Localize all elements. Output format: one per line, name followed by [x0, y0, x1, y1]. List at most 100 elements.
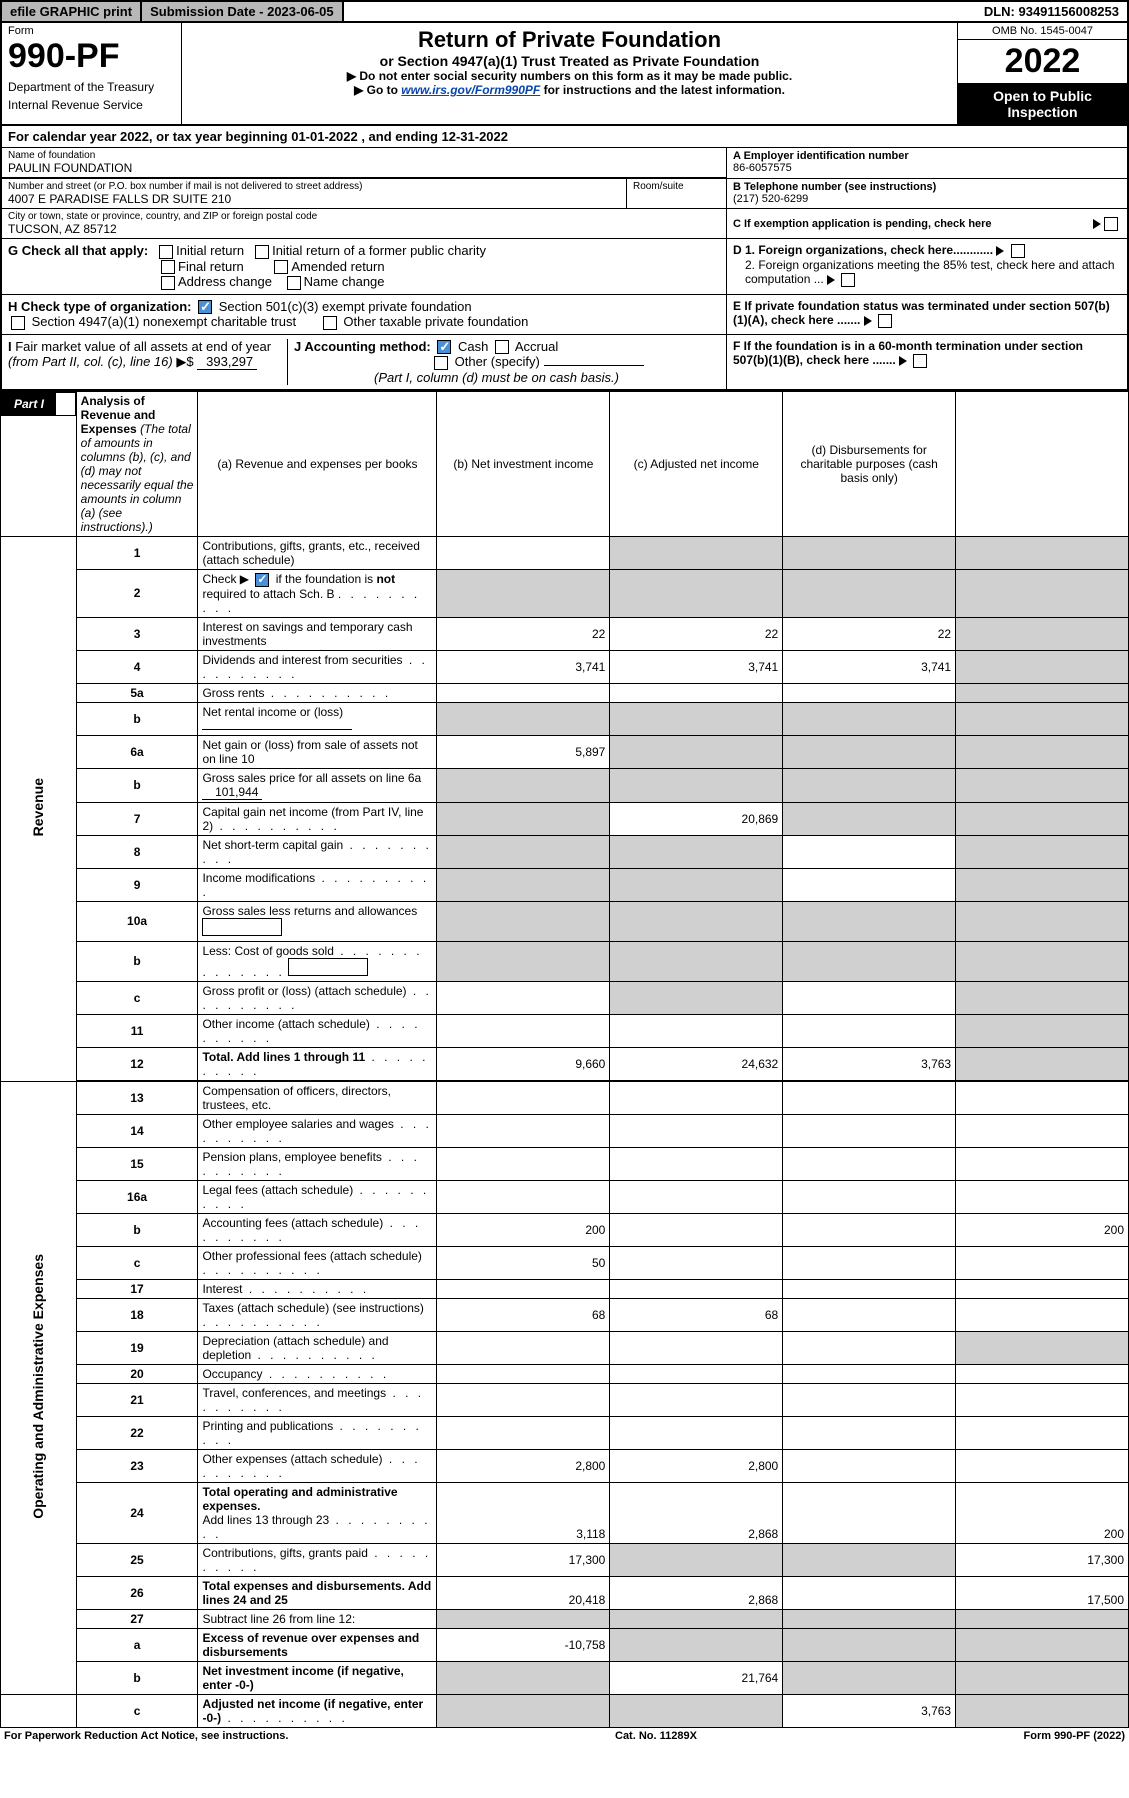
j-note: (Part I, column (d) must be on cash basi… — [374, 370, 619, 385]
row-23: Other expenses (attach schedule) — [198, 1449, 437, 1482]
row-6b: Gross sales price for all assets on line… — [198, 768, 437, 802]
form-header: Form 990-PF Department of the Treasury I… — [0, 23, 1129, 126]
g-label: G Check all that apply: — [8, 243, 148, 258]
part1-badge: Part I — [2, 393, 56, 415]
row-27c: Adjusted net income (if negative, enter … — [198, 1694, 437, 1727]
g-initial-checkbox[interactable] — [159, 245, 173, 259]
row-10c: Gross profit or (loss) (attach schedule) — [198, 981, 437, 1014]
row-27: Subtract line 26 from line 12: — [198, 1609, 437, 1628]
f-checkbox[interactable] — [913, 354, 927, 368]
row-27b: Net investment income (if negative, ente… — [198, 1661, 437, 1694]
d1-checkbox[interactable] — [1011, 244, 1025, 258]
arrow-icon — [996, 246, 1004, 256]
h-other-taxable-checkbox[interactable] — [323, 316, 337, 330]
row-13: Compensation of officers, directors, tru… — [198, 1081, 437, 1114]
col-b-header: (b) Net investment income — [437, 391, 610, 536]
h-501c3-checkbox[interactable] — [198, 300, 212, 314]
form-label: Form — [8, 25, 175, 37]
g-amended-checkbox[interactable] — [274, 260, 288, 274]
e-label: E If private foundation status was termi… — [733, 299, 1110, 327]
row-14: Other employee salaries and wages — [198, 1114, 437, 1147]
g-initial-former-checkbox[interactable] — [255, 245, 269, 259]
efile-label: efile GRAPHIC print — [2, 2, 142, 21]
arrow-icon — [1093, 219, 1101, 229]
arrow-icon — [899, 356, 907, 366]
j-cash-checkbox[interactable] — [437, 340, 451, 354]
row-9: Income modifications — [198, 868, 437, 901]
ein: 86-6057575 — [733, 162, 1121, 174]
i-value: 393,297 — [197, 354, 257, 370]
row-25: Contributions, gifts, grants paid — [198, 1543, 437, 1576]
row-7: Capital gain net income (from Part IV, l… — [198, 802, 437, 835]
footer-right: Form 990-PF (2022) — [1024, 1730, 1126, 1742]
row-6a: Net gain or (loss) from sale of assets n… — [198, 735, 437, 768]
d2-checkbox[interactable] — [841, 273, 855, 287]
tax-year: 2022 — [958, 40, 1127, 84]
row-16c: Other professional fees (attach schedule… — [198, 1246, 437, 1279]
row-21: Travel, conferences, and meetings — [198, 1383, 437, 1416]
row-17: Interest — [198, 1279, 437, 1298]
c-label: C If exemption application is pending, c… — [733, 218, 1093, 230]
row-2: Check ▶ if the foundation is not require… — [198, 569, 437, 617]
ein-label: A Employer identification number — [733, 150, 1121, 162]
irs-link[interactable]: www.irs.gov/Form990PF — [401, 83, 540, 97]
form-subtitle: or Section 4947(a)(1) Trust Treated as P… — [190, 53, 949, 69]
row-15: Pension plans, employee benefits — [198, 1147, 437, 1180]
phone-label: B Telephone number (see instructions) — [733, 181, 1121, 193]
row-26: Total expenses and disbursements. Add li… — [198, 1576, 437, 1609]
dln: DLN: 93491156008253 — [976, 2, 1127, 21]
h-label: H Check type of organization: — [8, 299, 191, 314]
d2-label: 2. Foreign organizations meeting the 85%… — [745, 258, 1115, 286]
foundation-name: PAULIN FOUNDATION — [8, 161, 720, 175]
submission-date: Submission Date - 2023-06-05 — [142, 2, 344, 21]
footer-left: For Paperwork Reduction Act Notice, see … — [4, 1730, 288, 1742]
foundation-name-label: Name of foundation — [8, 150, 720, 161]
g-name-change-checkbox[interactable] — [287, 276, 301, 290]
j-other-checkbox[interactable] — [434, 356, 448, 370]
part1-title-rest: (The total of amounts in columns (b), (c… — [81, 422, 194, 534]
schedule-b-checkbox[interactable] — [255, 573, 269, 587]
j-accrual-checkbox[interactable] — [495, 340, 509, 354]
dept-treasury: Department of the Treasury — [8, 80, 175, 94]
footer-mid: Cat. No. 11289X — [615, 1730, 697, 1742]
form-number: 990-PF — [8, 37, 175, 76]
city: TUCSON, AZ 85712 — [8, 222, 720, 236]
addr-label: Number and street (or P.O. box number if… — [8, 181, 620, 192]
row-5a: Gross rents — [198, 683, 437, 702]
row-18: Taxes (attach schedule) (see instruction… — [198, 1298, 437, 1331]
col-c-header: (c) Adjusted net income — [610, 391, 783, 536]
row-24: Total operating and administrative expen… — [198, 1482, 437, 1543]
part1-table: Part I Analysis of Revenue and Expenses … — [0, 391, 1129, 1728]
d1-label: D 1. Foreign organizations, check here..… — [733, 243, 993, 257]
instr-link-row: ▶ Go to www.irs.gov/Form990PF for instru… — [190, 83, 949, 97]
h-nonexempt-checkbox[interactable] — [11, 316, 25, 330]
row-10b: Less: Cost of goods sold . . . . — [198, 941, 437, 981]
row-8: Net short-term capital gain — [198, 835, 437, 868]
col-a-header: (a) Revenue and expenses per books — [198, 391, 437, 536]
row-11: Other income (attach schedule) — [198, 1014, 437, 1047]
row-5b: Net rental income or (loss) — [198, 702, 437, 735]
revenue-side-label: Revenue — [1, 536, 77, 1081]
row-27a: Excess of revenue over expenses and disb… — [198, 1628, 437, 1661]
row-19: Depreciation (attach schedule) and deple… — [198, 1331, 437, 1364]
row-1: Contributions, gifts, grants, etc., rece… — [198, 536, 437, 569]
instr-ssn: ▶ Do not enter social security numbers o… — [190, 69, 949, 83]
room-label: Room/suite — [633, 181, 720, 192]
form-title: Return of Private Foundation — [190, 27, 949, 53]
phone: (217) 520-6299 — [733, 193, 1121, 205]
footer: For Paperwork Reduction Act Notice, see … — [0, 1728, 1129, 1744]
c-checkbox[interactable] — [1104, 217, 1118, 231]
row-20: Occupancy — [198, 1364, 437, 1383]
calendar-year: For calendar year 2022, or tax year begi… — [0, 126, 1129, 148]
city-label: City or town, state or province, country… — [8, 211, 720, 222]
row-12: Total. Add lines 1 through 11 — [198, 1047, 437, 1080]
expenses-side-label: Operating and Administrative Expenses — [1, 1081, 77, 1694]
row-22: Printing and publications — [198, 1416, 437, 1449]
g-addr-change-checkbox[interactable] — [161, 276, 175, 290]
row-3: Interest on savings and temporary cash i… — [198, 617, 437, 650]
g-final-checkbox[interactable] — [161, 260, 175, 274]
col-d-header: (d) Disbursements for charitable purpose… — [783, 391, 956, 536]
arrow-icon — [864, 316, 872, 326]
e-checkbox[interactable] — [878, 314, 892, 328]
j-label: J Accounting method: — [294, 339, 431, 354]
